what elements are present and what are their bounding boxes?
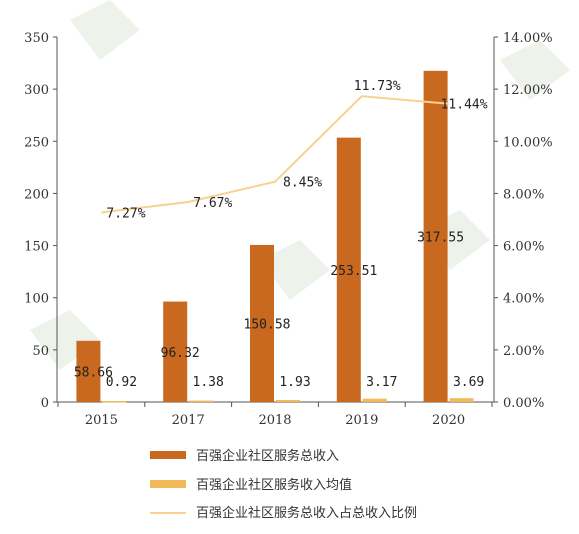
data-label-total: 58.66 — [74, 365, 113, 380]
legend-label-average: 百强企业社区服务收入均值 — [196, 477, 352, 493]
legend-label-ratio: 百强企业社区服务总收入占总收入比例 — [196, 505, 417, 521]
y-left-tick-label: 250 — [24, 135, 49, 150]
y-right-tick-label: 4.00% — [503, 292, 544, 307]
y-left-tick-label: 0 — [41, 396, 49, 411]
bar-total-revenue — [250, 244, 274, 402]
data-label-ratio: 11.73% — [354, 79, 401, 94]
watermark-shape — [70, 0, 140, 60]
data-label-ratio: 8.45% — [283, 176, 322, 191]
bar-average-revenue — [449, 398, 474, 402]
legend-swatch-total — [150, 451, 186, 459]
bar-average-revenue — [362, 398, 387, 402]
bar-average-revenue — [189, 400, 214, 403]
y-right-tick-label: 0.00% — [503, 396, 544, 411]
bar-total-revenue — [163, 301, 188, 402]
bar-total-revenue — [336, 137, 361, 402]
y-left-tick-label: 150 — [24, 240, 49, 255]
data-label-average: 1.38 — [193, 375, 224, 390]
data-label-total: 96.32 — [161, 346, 200, 361]
y-left-tick-label: 350 — [24, 31, 49, 46]
y-right-tick-label: 8.00% — [503, 187, 544, 202]
data-label-ratio: 7.27% — [106, 206, 145, 221]
bar-total-revenue — [76, 340, 101, 402]
data-label-average: 0.92 — [106, 375, 137, 390]
data-label-average: 3.69 — [453, 375, 484, 390]
plot-area: 0 50 100 150 200 250 300 350 0.00% 2.00% 4.00% 6.00… — [24, 31, 552, 428]
y-left-tick-label: 50 — [32, 344, 49, 359]
data-label-total: 317.55 — [417, 230, 464, 245]
y-left-tick-label: 200 — [24, 187, 49, 202]
x-tick-label: 2018 — [258, 413, 291, 428]
data-label-ratio: 11.44% — [441, 98, 488, 113]
bar-total-revenue — [423, 70, 448, 403]
y-right-tick-label: 12.00% — [503, 83, 553, 98]
y-right-tick-label: 2.00% — [503, 344, 544, 359]
data-label-average: 1.93 — [279, 375, 310, 390]
y-left-tick-label: 100 — [24, 292, 49, 307]
x-tick-label: 2019 — [345, 413, 378, 428]
x-tick-label: 2015 — [85, 413, 118, 428]
y-right-tick-label: 6.00% — [503, 240, 544, 255]
bar-average-revenue — [102, 401, 127, 403]
data-label-total: 150.58 — [244, 317, 291, 332]
y-right-tick-label: 10.00% — [503, 135, 553, 150]
data-label-average: 3.17 — [366, 375, 397, 390]
x-tick-label: 2017 — [172, 413, 205, 428]
watermark-shape — [260, 240, 330, 300]
bar-average-revenue — [276, 399, 300, 402]
line-revenue-ratio — [101, 95, 449, 214]
legend-swatch-average — [150, 480, 186, 488]
y-right-tick-label: 14.00% — [503, 31, 553, 46]
data-label-total: 253.51 — [330, 264, 377, 279]
x-tick-label: 2020 — [432, 413, 465, 428]
legend-label-total: 百强企业社区服务总收入 — [196, 448, 339, 464]
y-left-tick-label: 300 — [24, 83, 49, 98]
data-label-ratio: 7.67% — [193, 196, 232, 211]
watermark-shape — [30, 310, 100, 370]
watermark-shape — [500, 40, 570, 100]
